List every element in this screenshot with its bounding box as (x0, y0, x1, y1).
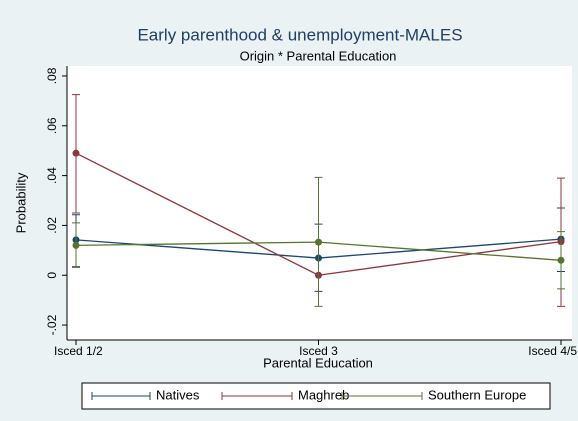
chart-title: Early parenthood & unemployment-MALES (137, 25, 462, 44)
y-axis-label: Probability (13, 172, 28, 233)
chart-subtitle: Origin * Parental Education (240, 48, 397, 63)
y-tick-label: .02 (45, 217, 59, 234)
y-tick-label: .04 (45, 167, 59, 184)
legend-label: Southern Europe (428, 387, 526, 402)
legend-symbol (341, 392, 423, 400)
y-tick-label: -.02 (45, 314, 59, 335)
legend-symbol (91, 392, 151, 400)
x-tick-label: Isced 3 (299, 344, 338, 358)
x-tick-label: Isced 1/2 (54, 344, 103, 358)
y-tick-label: .08 (45, 67, 59, 84)
point (72, 149, 80, 157)
legend-label: Natives (156, 387, 200, 402)
y-tick-label: .06 (45, 117, 59, 134)
point (72, 241, 80, 249)
y-tick-label: 0 (45, 272, 59, 279)
legend-label: Maghreb (298, 387, 349, 402)
point (315, 238, 322, 246)
plot-area (67, 66, 572, 340)
x-axis-label: Parental Education (263, 355, 373, 370)
point (557, 256, 565, 264)
legend (81, 382, 551, 410)
x-tick-label: Isced 4/5 (528, 344, 577, 358)
legend-symbol (221, 392, 293, 400)
